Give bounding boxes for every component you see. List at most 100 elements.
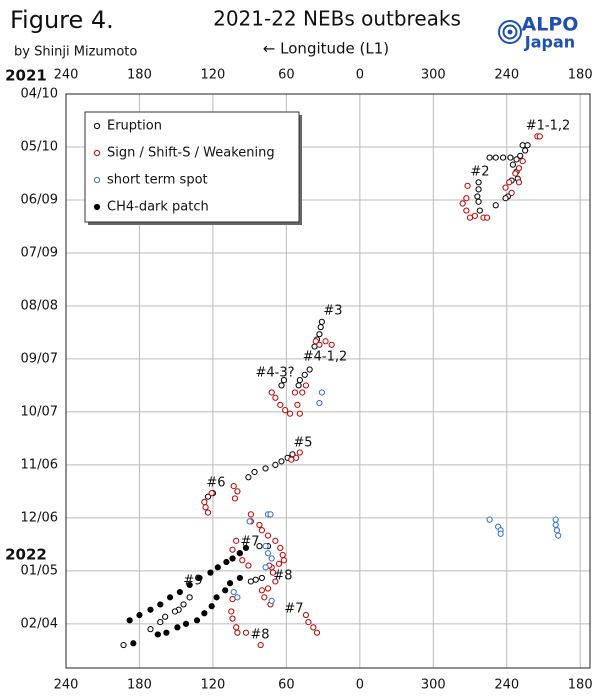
data-point [317, 324, 324, 331]
data-point [288, 456, 295, 463]
data-point [497, 530, 504, 537]
data-point [147, 626, 154, 633]
y-tick-label: 04/10 [21, 87, 58, 102]
data-point [256, 543, 263, 550]
legend-box [84, 111, 300, 223]
data-point [322, 338, 329, 345]
data-point [280, 377, 288, 384]
points [120, 133, 562, 649]
data-point [231, 495, 239, 502]
data-point [301, 371, 308, 378]
data-point [213, 594, 220, 601]
data-point [268, 389, 275, 396]
data-point [302, 382, 310, 389]
data-point [196, 574, 203, 582]
data-point [508, 189, 515, 197]
data-point [264, 550, 272, 557]
data-point [306, 366, 313, 373]
annotation: #4-3? [255, 366, 294, 381]
data-point [295, 382, 302, 389]
data-point [313, 629, 321, 636]
data-point [277, 401, 284, 408]
data-point [515, 165, 523, 172]
year-label: 2022 [5, 546, 47, 564]
legend-label: short term spot [107, 173, 208, 188]
data-point [302, 611, 310, 619]
logo: ALPO Japan [498, 14, 579, 52]
legend-marker [93, 203, 101, 211]
data-point [236, 574, 243, 582]
data-point [515, 179, 523, 186]
logo-text: ALPO [522, 14, 579, 36]
data-point [296, 449, 303, 456]
annotation: #5 [293, 436, 312, 451]
x-tick-label: 0 [356, 68, 364, 83]
data-point [278, 382, 285, 389]
data-point [475, 198, 482, 205]
data-point [486, 516, 493, 523]
data-point [245, 562, 252, 569]
legend-label: Sign / Shift-S / Weakening [107, 146, 275, 161]
data-point [475, 179, 482, 186]
annotation: #8 [250, 628, 269, 643]
figure-label: Figure 4. [10, 6, 114, 34]
data-point [316, 341, 323, 348]
y-tick-label: 06/09 [21, 192, 58, 207]
data-point [264, 532, 272, 539]
data-point [312, 338, 319, 345]
data-point [279, 551, 286, 559]
data-point [136, 611, 143, 619]
data-point [475, 186, 482, 193]
data-point [268, 555, 275, 562]
data-point [233, 624, 240, 631]
data-point [242, 544, 250, 552]
data-point [176, 588, 183, 596]
data-point [229, 546, 236, 553]
data-point [239, 557, 246, 564]
data-point [318, 318, 325, 325]
x-tick-label: 240 [54, 678, 79, 693]
data-point [471, 212, 479, 219]
data-point [316, 399, 323, 407]
data-point [230, 588, 237, 596]
data-point [246, 518, 253, 525]
legend-marker [93, 176, 101, 184]
x-tick-label: 300 [421, 678, 446, 693]
data-point [256, 521, 263, 529]
data-point [328, 341, 335, 348]
x-tick-label: 240 [54, 68, 79, 83]
data-point [506, 179, 513, 186]
y-tick-label: 01/05 [21, 563, 58, 578]
data-point [476, 207, 483, 214]
data-point [268, 597, 275, 604]
data-point [207, 569, 214, 576]
y-tick-label: 10/07 [21, 404, 58, 419]
data-point [486, 154, 493, 161]
data-point [251, 468, 258, 476]
data-point [208, 490, 215, 497]
data-point [552, 521, 559, 529]
data-point [120, 641, 127, 649]
data-point [193, 617, 201, 624]
data-point [502, 184, 509, 191]
data-point [226, 580, 234, 587]
data-point [272, 537, 279, 544]
data-point [294, 401, 301, 408]
data-point [519, 158, 526, 165]
plot-frame [65, 93, 591, 669]
legend-marker [93, 122, 101, 130]
data-point [252, 576, 259, 583]
subtitle: by Shinji Mizumoto [14, 45, 137, 60]
data-point [223, 558, 230, 566]
data-point [186, 581, 193, 589]
data-point [507, 154, 514, 161]
x-tick-label: 180 [568, 678, 593, 693]
data-point [147, 606, 154, 613]
data-point [222, 587, 229, 594]
data-point [201, 610, 208, 617]
data-point [318, 389, 325, 396]
legend: Eruption Sign / Shift-S / Weakening short … [84, 111, 302, 225]
data-point [204, 509, 212, 516]
